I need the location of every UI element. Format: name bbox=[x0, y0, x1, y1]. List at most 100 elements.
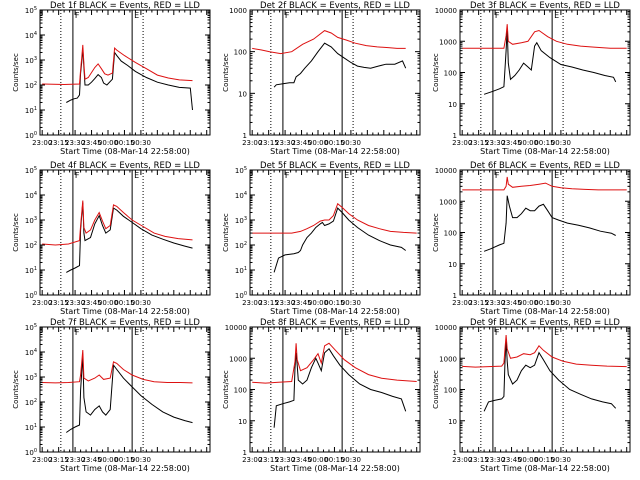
marker-label: E bbox=[344, 11, 349, 20]
y-tick-base: 10 bbox=[25, 217, 34, 225]
events-series-line bbox=[273, 42, 407, 88]
y-tick-base: 10000 bbox=[435, 167, 457, 175]
chart-title: Det 9f BLACK = Events, RED = LLD bbox=[470, 318, 620, 328]
plot-frame bbox=[459, 169, 631, 296]
y-tick-label: 103 bbox=[25, 56, 37, 65]
x-tick-label: 23:30 bbox=[275, 456, 295, 464]
x-tick-label: 00:15 bbox=[114, 456, 134, 464]
x-axis-label: Start Time (08-Mar-14 22:58:00) bbox=[60, 464, 190, 473]
y-axis-label: Counts/sec bbox=[432, 53, 440, 92]
x-tick-label: 00:00 bbox=[518, 456, 538, 464]
y-tick-label: 102 bbox=[25, 81, 37, 90]
y-tick-label: 1 bbox=[453, 292, 457, 300]
y-tick-exponent: 5 bbox=[244, 166, 247, 172]
x-tick-label: 00:00 bbox=[98, 299, 118, 307]
y-tick-label: 1 bbox=[243, 132, 247, 140]
x-tick-label: 23:45 bbox=[291, 139, 311, 147]
marker-label: F bbox=[495, 171, 500, 180]
x-tick-label: 23:15 bbox=[259, 139, 279, 147]
x-tick-label: 23:00 bbox=[242, 456, 262, 464]
y-tick-exponent: 2 bbox=[34, 398, 37, 404]
x-tick-label: 23:15 bbox=[49, 456, 69, 464]
y-tick-base: 10 bbox=[25, 167, 34, 175]
plot-frame bbox=[249, 169, 421, 296]
x-tick-label: 00:30 bbox=[551, 299, 571, 307]
chart-title: Det 3f BLACK = Events, RED = LLD bbox=[470, 1, 620, 11]
x-tick-label: 00:15 bbox=[534, 139, 554, 147]
plot-frame bbox=[249, 326, 421, 453]
y-tick-label: 100 bbox=[25, 131, 37, 140]
y-tick-base: 1000 bbox=[439, 38, 457, 46]
y-tick-exponent: 4 bbox=[34, 31, 37, 37]
y-tick-label: 105 bbox=[25, 6, 37, 15]
chart-title: Det 1f BLACK = Events, RED = LLD bbox=[50, 1, 200, 11]
x-tick-label: 00:30 bbox=[341, 456, 361, 464]
y-axis-label: Counts/sec bbox=[222, 213, 230, 252]
x-tick-label: 23:30 bbox=[485, 139, 505, 147]
x-axis-label: Start Time (08-Mar-14 22:58:00) bbox=[480, 307, 610, 316]
y-tick-base: 100 bbox=[444, 387, 457, 395]
x-tick-label: 23:15 bbox=[259, 299, 279, 307]
y-tick-base: 10 bbox=[25, 57, 34, 65]
y-tick-base: 10 bbox=[25, 192, 34, 200]
y-tick-label: 104 bbox=[25, 348, 37, 357]
y-tick-base: 10 bbox=[25, 424, 34, 432]
chart-title: Det 4f BLACK = Events, RED = LLD bbox=[50, 161, 200, 171]
y-tick-base: 10 bbox=[235, 192, 244, 200]
lld-series-line bbox=[252, 342, 417, 384]
marker-label: E bbox=[344, 171, 349, 180]
y-tick-base: 10 bbox=[25, 374, 34, 382]
events-series-line bbox=[273, 207, 406, 273]
x-tick-label: 23:00 bbox=[242, 139, 262, 147]
x-tick-label: 00:15 bbox=[114, 299, 134, 307]
x-tick-label: 23:45 bbox=[81, 456, 101, 464]
y-tick-label: 1000 bbox=[229, 7, 247, 15]
y-tick-base: 10 bbox=[25, 349, 34, 357]
y-tick-exponent: 2 bbox=[34, 81, 37, 87]
y-tick-base: 10000 bbox=[435, 324, 457, 332]
x-tick-label: 00:30 bbox=[341, 139, 361, 147]
y-tick-label: 100 bbox=[234, 387, 247, 395]
y-tick-label: 10000 bbox=[435, 167, 457, 175]
y-tick-exponent: 3 bbox=[34, 373, 37, 379]
y-tick-base: 100 bbox=[234, 387, 247, 395]
y-axis-label: Counts/sec bbox=[432, 370, 440, 409]
marker-label: E bbox=[134, 171, 139, 180]
plot-frame bbox=[39, 326, 211, 453]
y-tick-base: 1 bbox=[453, 292, 457, 300]
y-axis-label: Counts/sec bbox=[222, 53, 230, 92]
x-tick-label: 23:00 bbox=[242, 299, 262, 307]
y-tick-base: 10 bbox=[25, 32, 34, 40]
y-tick-exponent: 4 bbox=[244, 191, 247, 197]
y-tick-base: 10 bbox=[235, 167, 244, 175]
y-tick-label: 105 bbox=[25, 166, 37, 175]
x-tick-label: 23:45 bbox=[291, 299, 311, 307]
y-axis-label: Counts/sec bbox=[12, 370, 20, 409]
y-tick-label: 10000 bbox=[435, 7, 457, 15]
y-tick-base: 10 bbox=[25, 132, 34, 140]
x-tick-label: 23:30 bbox=[485, 299, 505, 307]
y-tick-exponent: 1 bbox=[34, 106, 37, 112]
y-tick-label: 100 bbox=[444, 387, 457, 395]
x-tick-label: 00:30 bbox=[131, 139, 151, 147]
y-tick-label: 105 bbox=[235, 166, 247, 175]
y-tick-label: 100 bbox=[444, 230, 457, 238]
plot-frame bbox=[459, 9, 631, 136]
y-tick-exponent: 5 bbox=[34, 323, 37, 329]
y-tick-label: 1000 bbox=[439, 38, 457, 46]
chart-title: Det 5f BLACK = Events, RED = LLD bbox=[260, 161, 410, 171]
y-tick-base: 10 bbox=[448, 418, 457, 426]
x-tick-label: 23:30 bbox=[485, 456, 505, 464]
x-tick-label: 00:15 bbox=[324, 299, 344, 307]
x-tick-label: 23:45 bbox=[81, 299, 101, 307]
marker-label: F bbox=[285, 11, 290, 20]
y-axis-label: Counts/sec bbox=[432, 213, 440, 252]
y-tick-base: 10000 bbox=[225, 324, 247, 332]
y-tick-label: 1 bbox=[453, 449, 457, 457]
marker-label: F bbox=[75, 171, 80, 180]
marker-label: E bbox=[134, 11, 139, 20]
chart-title: Det 2f BLACK = Events, RED = LLD bbox=[260, 1, 410, 11]
y-tick-label: 100 bbox=[25, 448, 37, 457]
